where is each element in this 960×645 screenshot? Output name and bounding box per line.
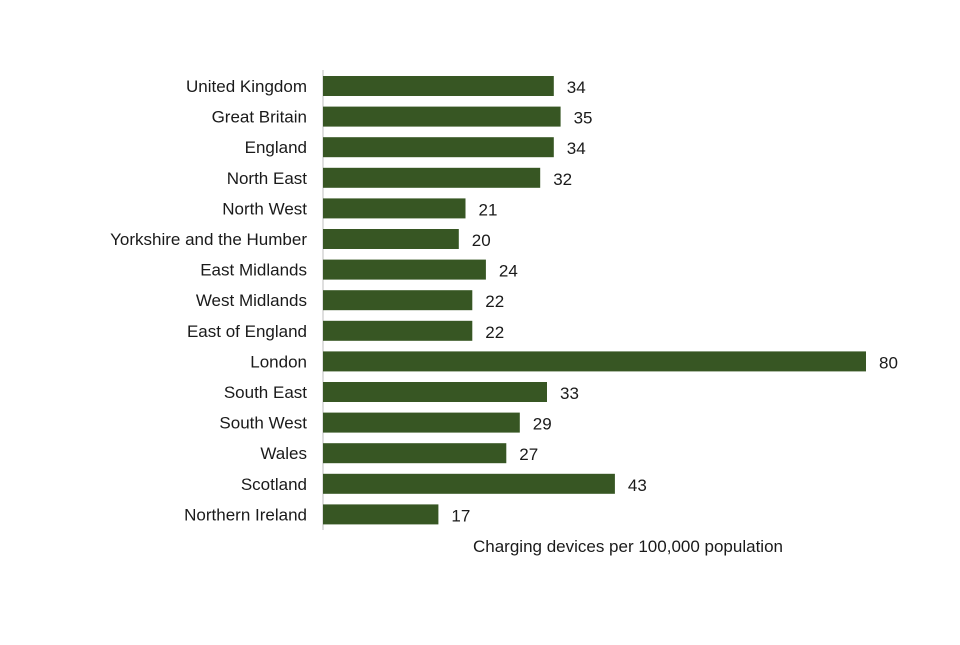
category-label: United Kingdom [186, 77, 307, 96]
bar-england [323, 137, 554, 158]
bar-south-west [323, 412, 520, 433]
category-label: Northern Ireland [184, 505, 307, 524]
bar-west-midlands [323, 290, 473, 311]
bar-yorkshire-and-the-humber [323, 229, 459, 249]
value-labels: 34 35 34 32 21 20 24 22 22 80 33 29 27 43 17 [451, 78, 898, 525]
category-label: East of England [187, 322, 307, 341]
value-label: 80 [879, 353, 898, 372]
value-label: 22 [485, 292, 504, 311]
value-label: 22 [485, 323, 504, 342]
value-label: 33 [560, 384, 579, 403]
category-label: North East [227, 169, 308, 188]
value-label: 43 [628, 476, 647, 495]
category-label: England [245, 138, 307, 157]
bar-united-kingdom [323, 76, 554, 96]
bar-scotland [323, 473, 615, 494]
bar-northern-ireland [323, 504, 439, 525]
value-label: 34 [567, 78, 586, 97]
category-label: East Midlands [200, 261, 307, 280]
value-label: 34 [567, 139, 586, 158]
bar-wales [323, 443, 507, 464]
category-label: South East [224, 383, 307, 402]
category-label: Wales [260, 444, 307, 463]
bar-great-britain [323, 106, 561, 127]
category-label: North West [222, 199, 307, 218]
category-label: London [250, 352, 307, 371]
value-label: 17 [451, 506, 470, 525]
category-label: South West [219, 414, 307, 433]
value-label: 20 [472, 231, 491, 250]
value-label: 27 [519, 445, 538, 464]
value-label: 29 [533, 415, 552, 434]
bars-layer [323, 76, 866, 525]
category-label: Great Britain [212, 108, 307, 127]
category-label: Scotland [241, 475, 307, 494]
category-labels: United Kingdom Great Britain England North … [110, 77, 307, 524]
value-label: 35 [574, 109, 593, 128]
bar-north-west [323, 198, 466, 219]
bar-east-of-england [323, 320, 473, 341]
bar-north-east [323, 167, 541, 188]
bar-south-east [323, 382, 547, 402]
value-label: 21 [479, 200, 498, 219]
value-label: 24 [499, 262, 518, 281]
category-label: West Midlands [196, 291, 307, 310]
bar-east-midlands [323, 259, 486, 280]
category-label: Yorkshire and the Humber [110, 230, 307, 249]
x-axis-title: Charging devices per 100,000 population [473, 537, 783, 556]
bar-london [323, 351, 866, 372]
value-label: 32 [553, 170, 572, 189]
